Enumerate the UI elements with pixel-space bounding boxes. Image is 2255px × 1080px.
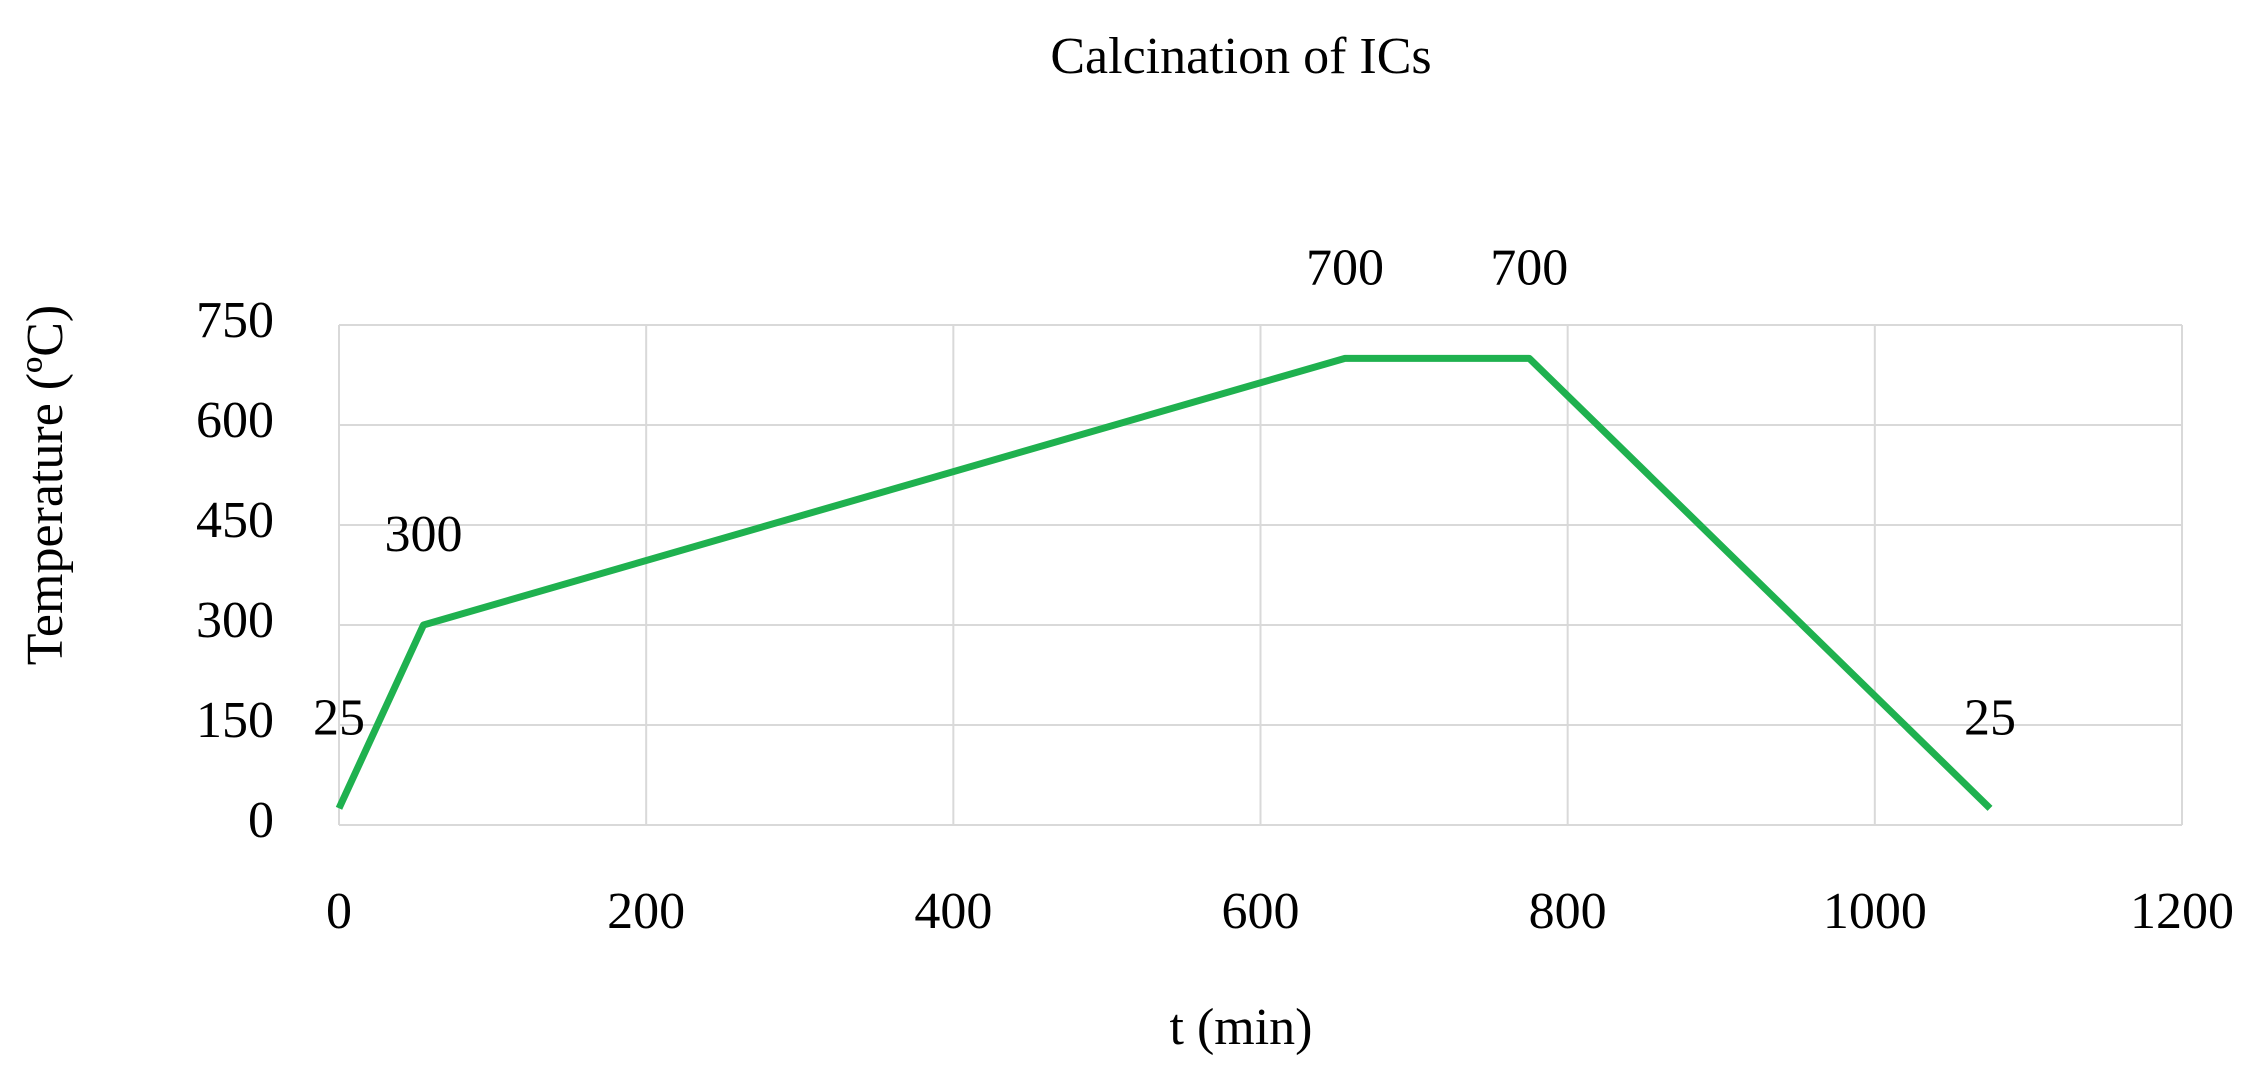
chart-title: Calcination of ICs: [1050, 28, 1431, 85]
data-label: 700: [1306, 239, 1384, 296]
x-tick-label: 800: [1529, 883, 1607, 940]
x-tick-label: 0: [326, 883, 352, 940]
y-tick-label: 600: [196, 392, 274, 449]
data-label: 25: [1964, 689, 2016, 746]
data-line: [335, 354, 1993, 811]
data-label: 700: [1490, 239, 1568, 296]
data-label: 25: [313, 689, 365, 746]
x-axis-title: t (min): [1170, 999, 1313, 1056]
x-tick-label: 1200: [2130, 883, 2234, 940]
y-tick-label: 0: [248, 792, 274, 849]
y-tick-label: 150: [196, 692, 274, 749]
x-tick-label: 200: [607, 883, 685, 940]
data-label: 300: [384, 506, 462, 563]
y-tick-label: 300: [196, 592, 274, 649]
x-tick-label: 400: [914, 883, 992, 940]
y-tick-label: 450: [196, 492, 274, 549]
y-axis-title: Temperature (ºC): [17, 305, 74, 665]
x-tick-label: 1000: [1823, 883, 1927, 940]
y-tick-label: 750: [196, 292, 274, 349]
x-tick-label: 600: [1222, 883, 1300, 940]
